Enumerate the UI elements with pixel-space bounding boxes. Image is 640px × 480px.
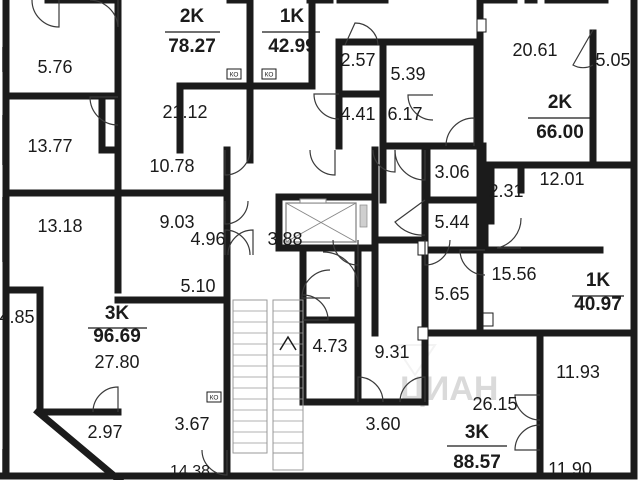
svg-text:4.85: 4.85 <box>0 307 35 327</box>
svg-text:5.05: 5.05 <box>595 50 630 70</box>
svg-text:26.15: 26.15 <box>472 394 517 414</box>
svg-text:3K: 3K <box>465 422 490 443</box>
svg-text:3.60: 3.60 <box>365 414 400 434</box>
svg-text:40.97: 40.97 <box>574 294 622 315</box>
svg-text:2.57: 2.57 <box>340 50 375 70</box>
svg-text:5.76: 5.76 <box>37 57 72 77</box>
svg-text:3K: 3K <box>105 303 130 324</box>
svg-text:9.31: 9.31 <box>374 342 409 362</box>
svg-text:42.99: 42.99 <box>268 36 316 57</box>
svg-text:5.39: 5.39 <box>390 64 425 84</box>
svg-text:13.18: 13.18 <box>37 216 82 236</box>
svg-text:КО: КО <box>230 72 239 79</box>
svg-text:6.17: 6.17 <box>387 104 422 124</box>
svg-text:78.27: 78.27 <box>168 36 216 57</box>
svg-text:10.78: 10.78 <box>149 156 194 176</box>
svg-text:3.06: 3.06 <box>434 162 469 182</box>
svg-text:11.93: 11.93 <box>556 362 600 382</box>
svg-text:КО: КО <box>210 395 219 402</box>
svg-text:5.44: 5.44 <box>434 212 469 232</box>
svg-text:96.69: 96.69 <box>93 326 141 347</box>
svg-text:2K: 2K <box>548 92 573 113</box>
svg-text:5.65: 5.65 <box>434 284 469 304</box>
svg-text:4.96: 4.96 <box>190 229 225 249</box>
svg-text:9.03: 9.03 <box>159 212 194 232</box>
svg-text:12.01: 12.01 <box>539 169 584 189</box>
svg-text:5.10: 5.10 <box>180 276 215 296</box>
svg-text:3.67: 3.67 <box>174 414 209 434</box>
svg-text:27.80: 27.80 <box>94 352 139 372</box>
svg-text:2.31: 2.31 <box>488 181 523 201</box>
svg-text:2.97: 2.97 <box>87 422 122 442</box>
svg-text:1K: 1K <box>280 6 305 27</box>
svg-text:21.12: 21.12 <box>162 102 207 122</box>
svg-text:66.00: 66.00 <box>536 122 584 143</box>
svg-text:КО: КО <box>265 72 274 79</box>
svg-text:4.73: 4.73 <box>312 336 347 356</box>
svg-text:13.77: 13.77 <box>27 136 72 156</box>
svg-text:2K: 2K <box>180 6 205 27</box>
svg-text:88.57: 88.57 <box>453 452 501 473</box>
svg-text:3.88: 3.88 <box>267 229 302 249</box>
svg-text:20.61: 20.61 <box>512 40 557 60</box>
svg-text:4.41: 4.41 <box>340 104 375 124</box>
svg-text:1K: 1K <box>586 270 611 291</box>
svg-text:15.56: 15.56 <box>491 264 536 284</box>
svg-text:14.38: 14.38 <box>170 463 210 480</box>
svg-text:11.90: 11.90 <box>548 459 592 479</box>
